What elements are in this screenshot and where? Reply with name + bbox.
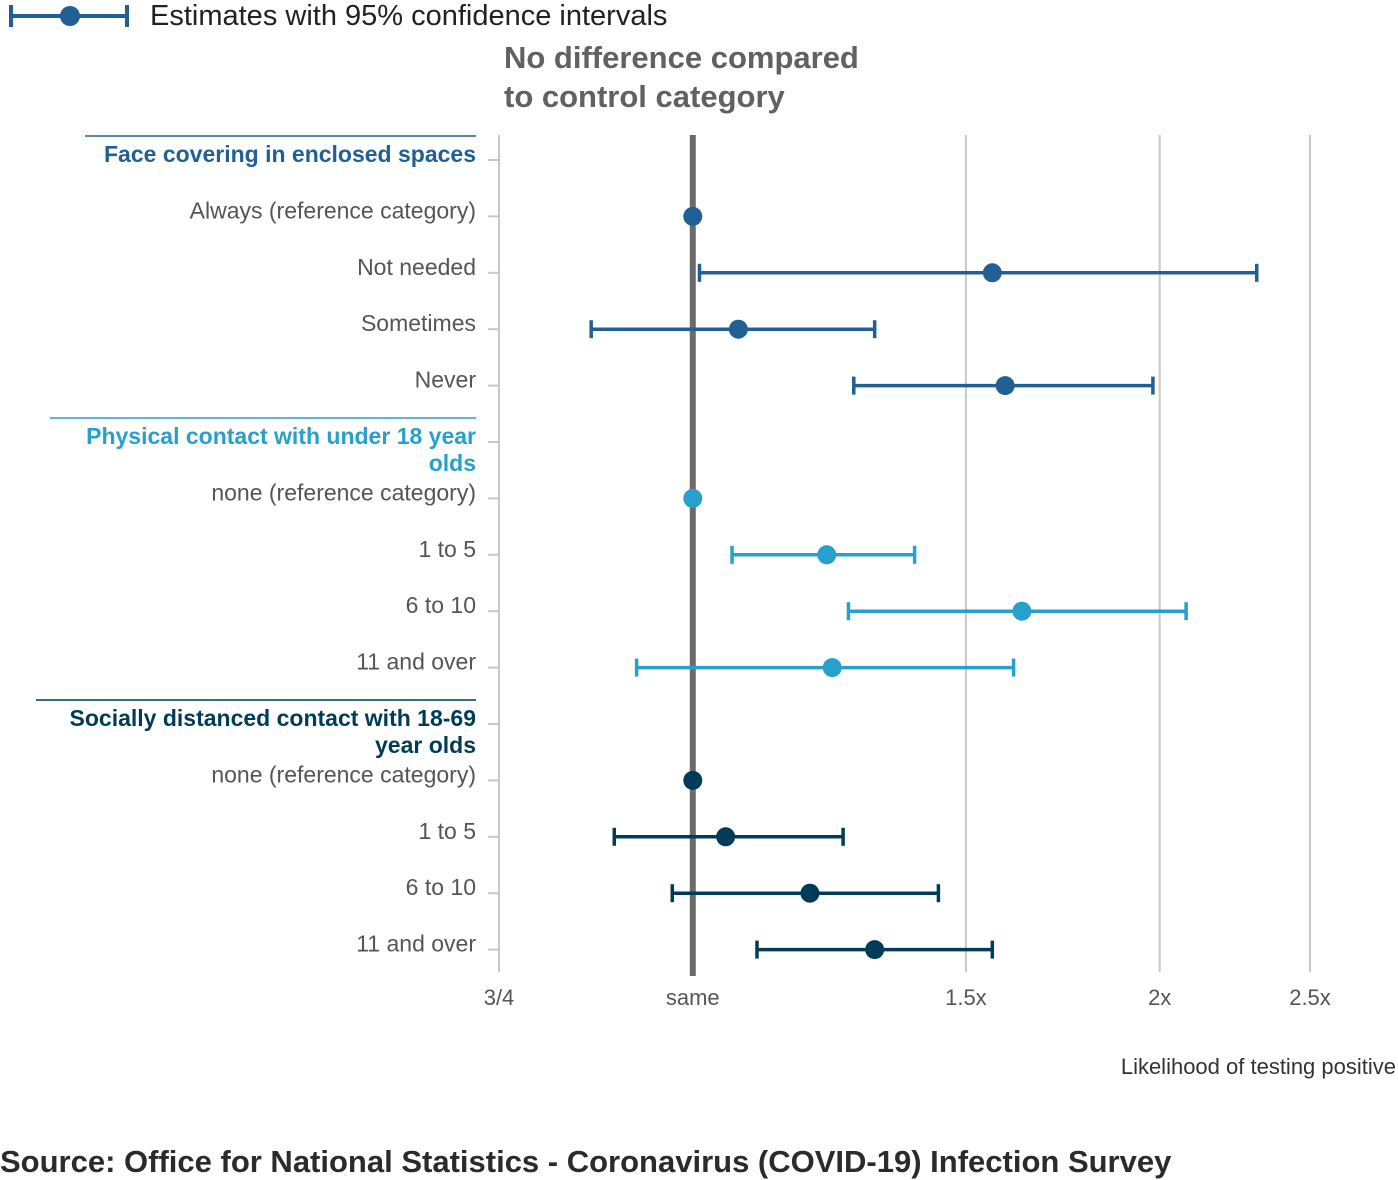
estimate-point bbox=[728, 319, 748, 339]
reference-annotation: No difference compared to control catego… bbox=[504, 40, 859, 114]
estimate-point bbox=[683, 206, 703, 226]
row-label: Always (reference category) bbox=[190, 197, 476, 223]
row-label: none (reference category) bbox=[211, 761, 476, 787]
x-tick-label: 1.5x bbox=[945, 985, 987, 1010]
estimate-point bbox=[995, 376, 1015, 396]
x-axis-title: Likelihood of testing positive bbox=[1121, 1054, 1396, 1079]
row-label: 11 and over bbox=[356, 649, 476, 675]
x-tick-label: same bbox=[666, 985, 720, 1010]
estimate-point bbox=[1012, 601, 1032, 621]
row-label: none (reference category) bbox=[211, 479, 476, 505]
x-tick-label: 3/4 bbox=[484, 985, 515, 1010]
y-axis bbox=[488, 135, 500, 972]
row-label: 1 to 5 bbox=[418, 818, 476, 844]
group-header: Face covering in enclosed spaces bbox=[104, 141, 476, 167]
estimate-point bbox=[683, 770, 703, 790]
source-note: Source: Office for National Statistics -… bbox=[0, 1144, 1172, 1179]
estimate-point bbox=[683, 488, 703, 508]
group-header: year olds bbox=[375, 732, 476, 758]
group-header: Socially distanced contact with 18-69 bbox=[70, 705, 476, 731]
reference-annotation-line-2: to control category bbox=[504, 79, 786, 114]
estimate-point bbox=[800, 883, 820, 903]
row-label: Never bbox=[415, 367, 477, 393]
row-label: Sometimes bbox=[361, 310, 476, 336]
gridlines bbox=[964, 135, 1311, 972]
row-label: 1 to 5 bbox=[418, 536, 476, 562]
row-label: 6 to 10 bbox=[406, 874, 476, 900]
estimate-point bbox=[817, 545, 837, 565]
estimates bbox=[589, 206, 1259, 960]
row-labels: Face covering in enclosed spaces Always (… bbox=[36, 135, 477, 957]
estimate-point bbox=[822, 658, 842, 678]
legend-label: Estimates with 95% confidence intervals bbox=[150, 0, 667, 32]
estimate-point bbox=[865, 940, 885, 960]
legend-point-marker bbox=[60, 6, 80, 26]
estimate-point bbox=[982, 263, 1002, 283]
row-label: 6 to 10 bbox=[406, 592, 476, 618]
row-label: 11 and over bbox=[356, 931, 476, 957]
x-axis-ticks: 3/4 same 1.5x 2x 2.5x bbox=[484, 985, 1331, 1010]
group-header: Physical contact with under 18 year bbox=[86, 423, 476, 449]
legend: Estimates with 95% confidence intervals bbox=[9, 0, 667, 32]
estimate-point bbox=[716, 827, 736, 847]
group-header: olds bbox=[429, 450, 476, 476]
x-tick-label: 2x bbox=[1148, 985, 1171, 1010]
reference-annotation-line-1: No difference compared bbox=[504, 40, 859, 75]
x-tick-label: 2.5x bbox=[1289, 985, 1331, 1010]
row-label: Not needed bbox=[357, 254, 476, 280]
